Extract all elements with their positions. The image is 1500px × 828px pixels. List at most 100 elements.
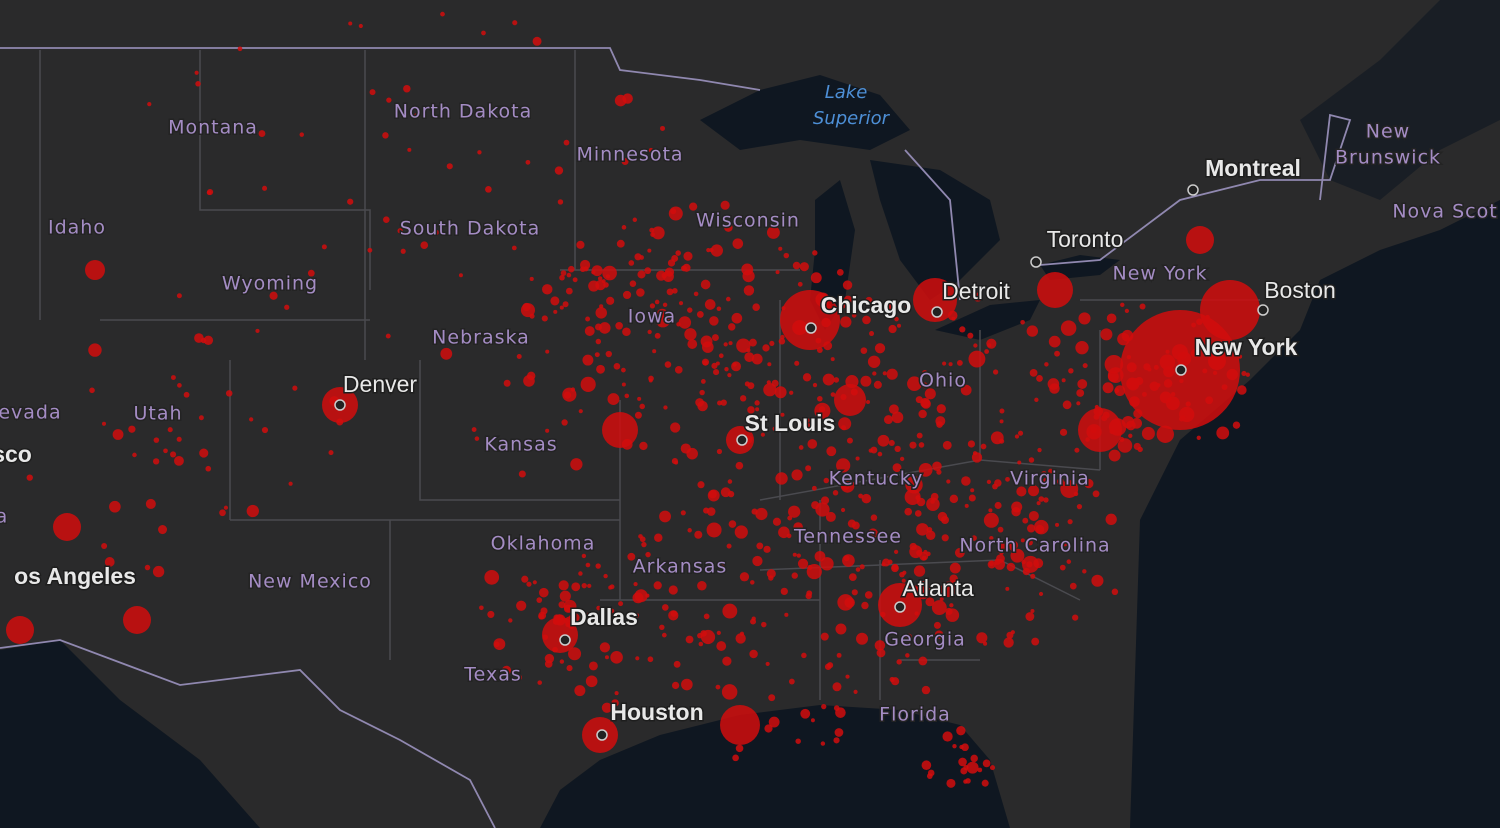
case-dot [845, 674, 850, 679]
case-dot [633, 582, 638, 587]
case-dot [176, 436, 182, 442]
case-dot [1005, 476, 1010, 482]
case-dot [792, 552, 797, 557]
case-dot [976, 632, 988, 644]
case-dot [971, 535, 977, 541]
case-dot [771, 379, 779, 387]
case-dot [661, 632, 667, 638]
case-dot [1078, 312, 1091, 325]
case-dot [888, 439, 895, 447]
case-dot [613, 362, 621, 370]
case-dot [901, 578, 906, 583]
case-dot [382, 132, 389, 139]
case-dot [994, 501, 1002, 509]
case-dot [219, 509, 226, 517]
case-dot [977, 767, 983, 773]
case-dot [918, 442, 925, 448]
case-dot [261, 426, 269, 434]
case-dot [170, 375, 176, 380]
case-dot [661, 272, 667, 279]
case-dot [601, 279, 606, 284]
case-dot [1055, 522, 1060, 527]
case-dot [1076, 503, 1083, 510]
case-dot [706, 522, 722, 538]
state-label: Florida [879, 704, 951, 726]
case-dot [724, 367, 729, 372]
case-dot [563, 139, 570, 146]
case-dot [485, 186, 492, 193]
case-dot [647, 656, 654, 663]
case-dot [200, 337, 207, 344]
case-dot [718, 353, 724, 359]
case-dot [195, 81, 201, 87]
case-dot [784, 612, 789, 617]
case-dot [889, 676, 895, 683]
case-dot [1043, 477, 1049, 484]
case-dot [916, 523, 929, 536]
case-dot [1108, 449, 1121, 462]
case-dot [992, 483, 998, 490]
case-dot [996, 554, 1005, 564]
case-dot [988, 508, 993, 513]
case-dot [921, 382, 928, 389]
case-dot [585, 675, 598, 688]
case-dot [400, 248, 406, 254]
case-dot [891, 411, 904, 424]
case-dot [479, 605, 484, 611]
case-dot [225, 390, 233, 397]
case-dot [945, 608, 960, 622]
case-dot [414, 113, 420, 119]
case-dot [656, 308, 668, 320]
case-dot [538, 613, 545, 620]
case-dot [559, 590, 571, 602]
case-dot [909, 441, 917, 449]
case-dot [706, 248, 711, 253]
city-marker [805, 322, 817, 334]
case-dot [772, 517, 782, 526]
case-dot [1028, 510, 1039, 521]
case-dot [761, 621, 767, 628]
case-dot [668, 206, 683, 221]
case-dot [634, 253, 642, 261]
case-dot [795, 738, 801, 744]
case-dot [970, 754, 978, 763]
case-dot [604, 655, 609, 660]
case-dot [706, 507, 716, 516]
case-dot [887, 559, 893, 565]
case-dot [615, 321, 623, 330]
case-dot [986, 479, 992, 485]
case-dot [952, 743, 957, 749]
case-dot [904, 507, 913, 516]
case-dot [526, 581, 532, 587]
state-label: Arkansas [633, 556, 728, 578]
case-dot [859, 564, 865, 570]
case-dot [542, 284, 553, 295]
case-dot [367, 247, 373, 253]
case-dot [638, 534, 643, 539]
case-dot [926, 773, 933, 779]
case-dot [516, 674, 523, 681]
case-dot [347, 198, 354, 205]
case-dot [1022, 517, 1029, 524]
case-dot [909, 542, 917, 551]
case-dot [1232, 421, 1241, 429]
case-dot [826, 446, 837, 457]
water-label: Superior [813, 108, 891, 129]
case-dot [621, 158, 629, 165]
case-dot [1069, 582, 1077, 590]
case-dot [997, 526, 1004, 533]
case-dot [1100, 328, 1113, 341]
case-dot [899, 571, 905, 578]
case-dot [882, 300, 895, 314]
case-dot [554, 166, 564, 175]
case-dot [668, 585, 678, 595]
case-dot [1094, 404, 1099, 410]
state-label: Virginia [1010, 468, 1090, 490]
case-dot [1106, 313, 1117, 324]
case-dot [1074, 447, 1080, 453]
case-dot [104, 557, 115, 567]
case-dot [581, 582, 587, 589]
case-dot [700, 630, 707, 637]
case-dot [1033, 558, 1044, 569]
case-dot [670, 610, 678, 617]
